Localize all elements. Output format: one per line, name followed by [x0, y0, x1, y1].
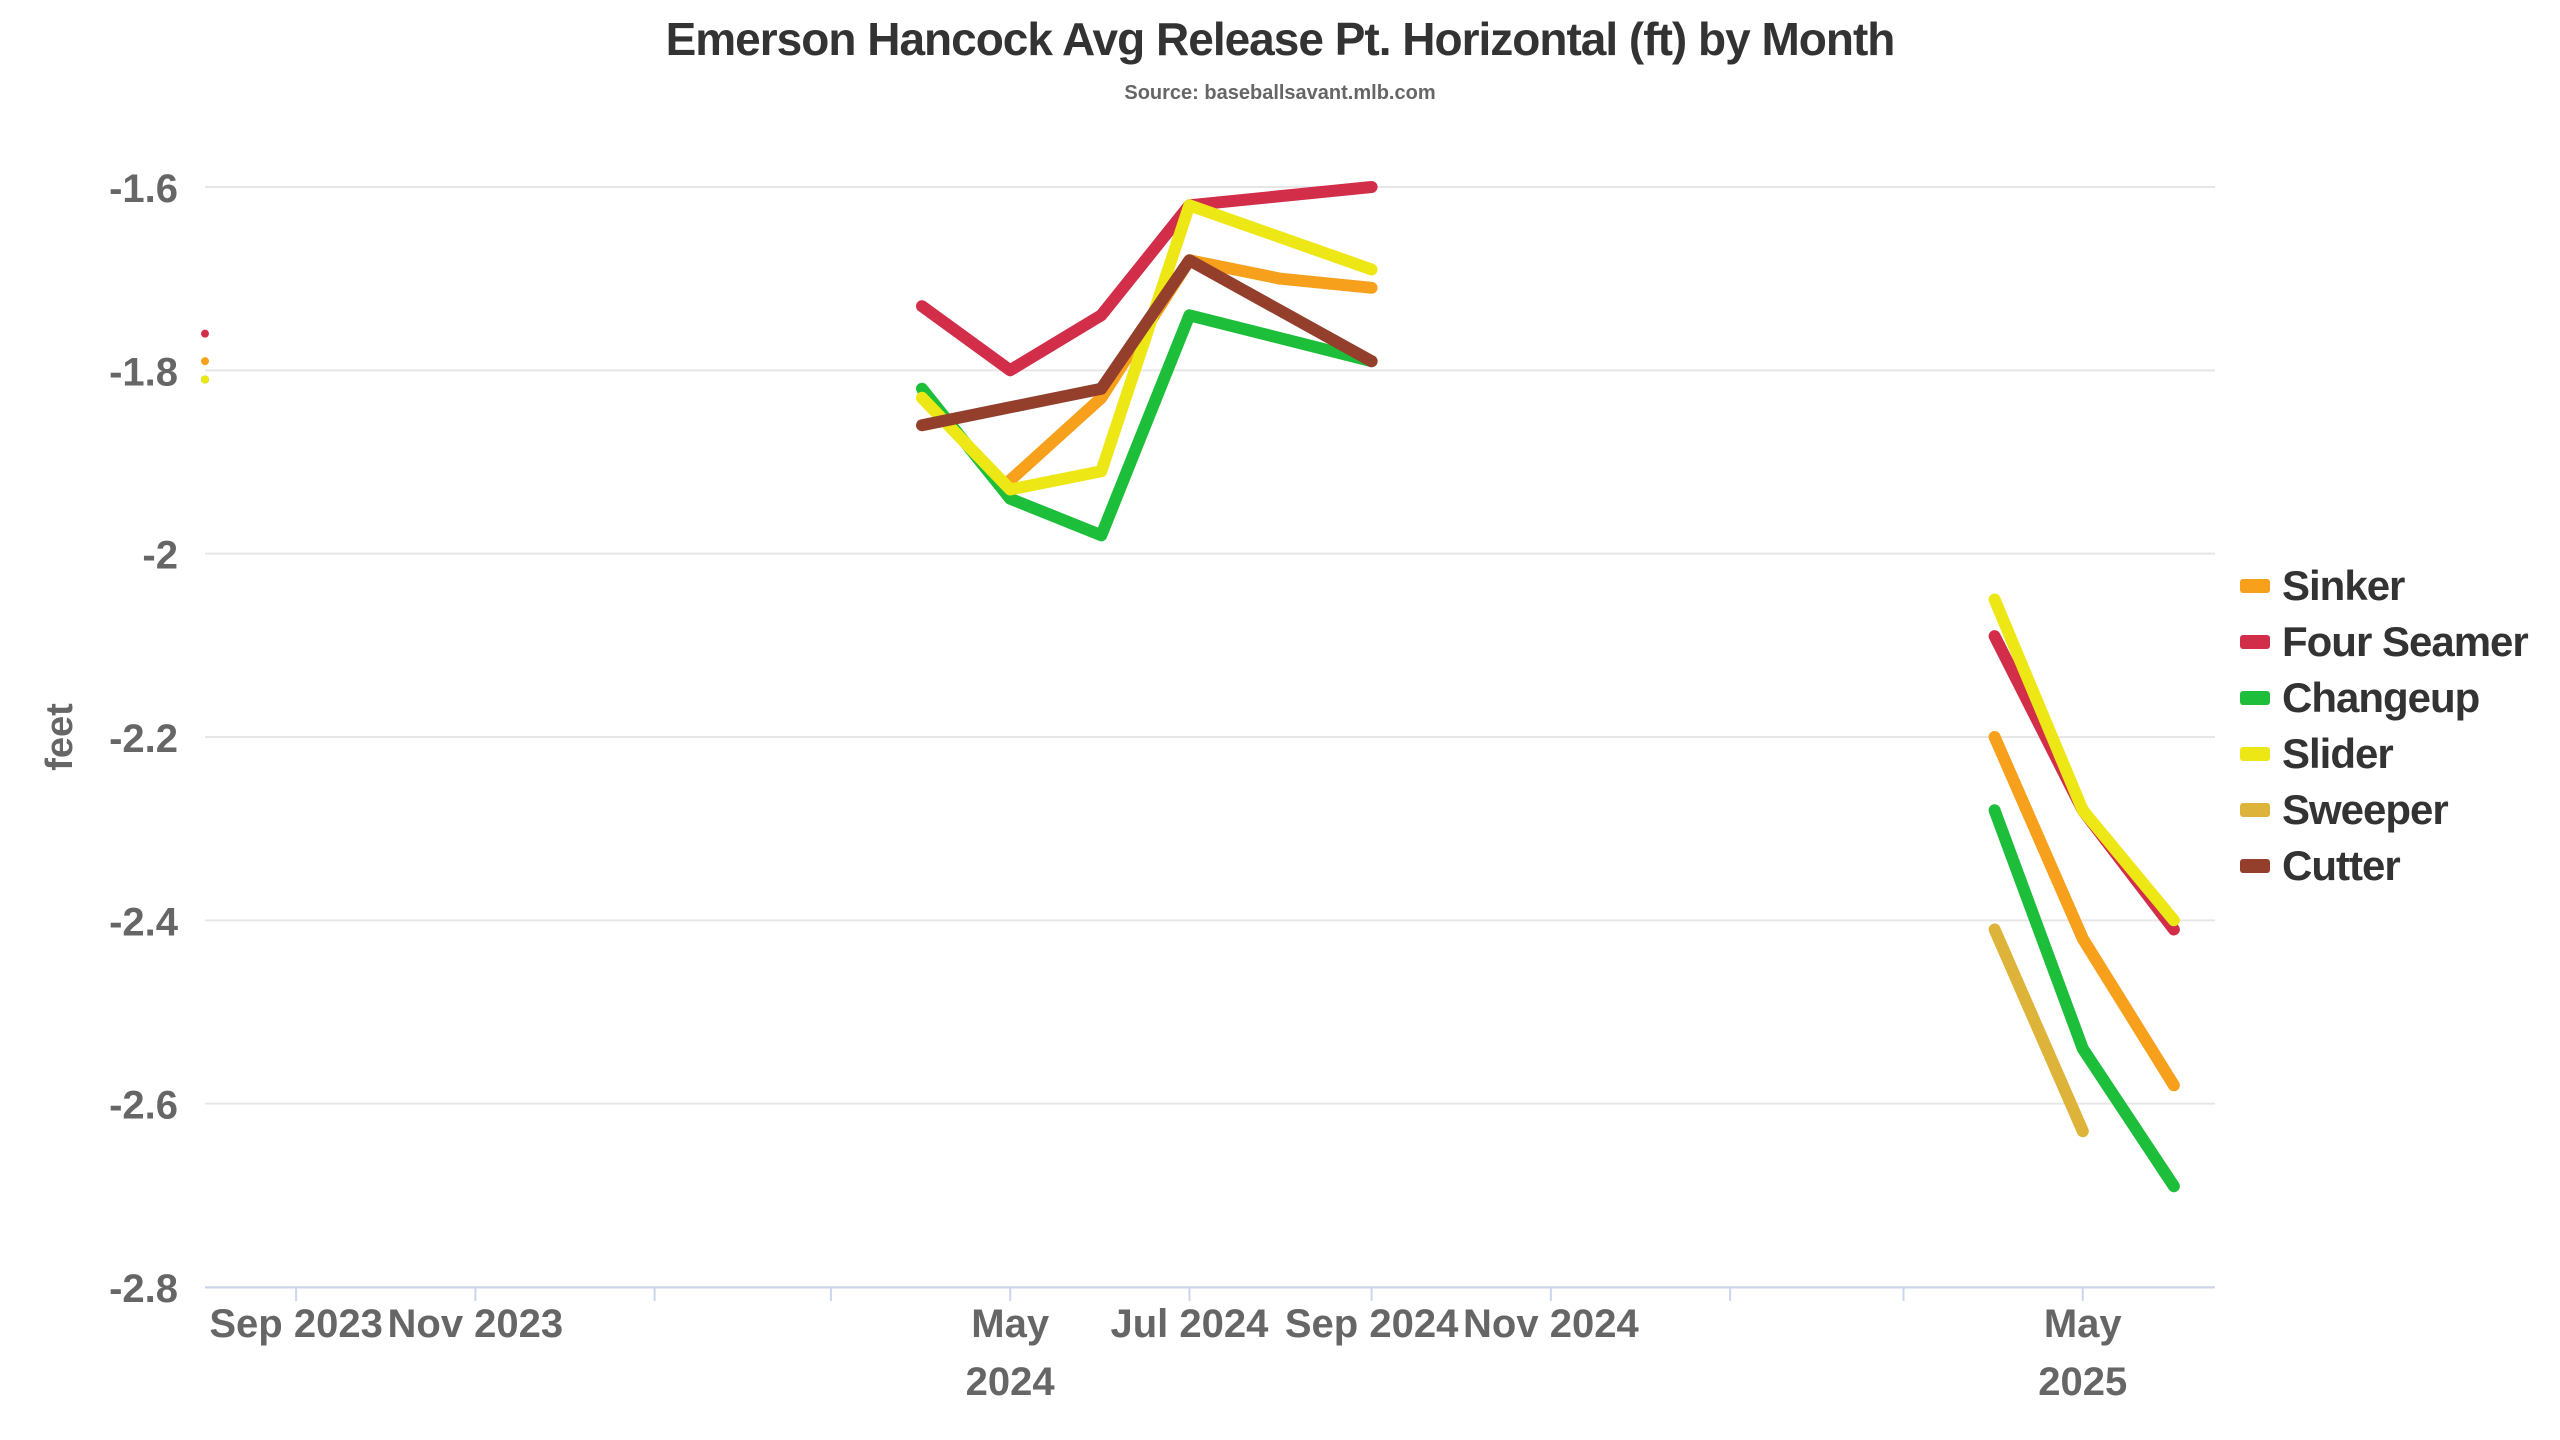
legend-item-sinker[interactable]: Sinker: [2240, 558, 2528, 614]
legend-label: Sinker: [2282, 562, 2405, 609]
four-seamer-line: [916, 181, 1378, 377]
y-tick-label: -2.4: [109, 900, 179, 944]
chart-subtitle: Source: baseballsavant.mlb.com: [1124, 82, 1436, 104]
legend-label: Slider: [2282, 730, 2394, 777]
y-tick-label: -1.6: [109, 167, 178, 211]
slider-line: [1988, 593, 2180, 927]
y-tick-label: -2: [142, 534, 178, 578]
legend-item-four-seamer[interactable]: Four Seamer: [2240, 614, 2529, 670]
legend-item-cutter[interactable]: Cutter: [2240, 838, 2528, 894]
chart-title: Emerson Hancock Avg Release Pt. Horizont…: [665, 13, 1896, 65]
legend-label: Four Seamer: [2282, 618, 2529, 665]
y-axis-title: feet: [39, 703, 81, 771]
legend-label: Cutter: [2282, 842, 2401, 889]
cutter-line: [916, 254, 1378, 432]
legend-label: Sweeper: [2282, 786, 2449, 833]
legend-swatch: [2240, 803, 2270, 817]
legend-item-changeup[interactable]: Changeup: [2240, 670, 2528, 726]
slider-line: [916, 199, 1378, 496]
legend-item-sweeper[interactable]: Sweeper: [2240, 782, 2528, 838]
legend-item-slider[interactable]: Slider: [2240, 726, 2528, 782]
legend: Sinker Four Seamer Changeup Slider Sweeper Cu…: [2240, 558, 2529, 894]
legend-swatch: [2240, 691, 2270, 705]
legend-label: Changeup: [2282, 674, 2480, 721]
x-tick-label: Sep 2024: [1285, 1302, 1459, 1346]
sweeper-line: [1988, 923, 2089, 1138]
x-tick-label: Jul 2024: [1110, 1302, 1269, 1346]
legend-swatch: [2240, 747, 2270, 761]
y-tick-label: -2.2: [109, 717, 178, 761]
x-tick-label: Nov 2023: [388, 1302, 564, 1346]
x-tick-label: May 2025: [2038, 1302, 2127, 1404]
slider-point: [201, 375, 209, 384]
series-lines: [201, 181, 2180, 1193]
x-tick-label: May 2024: [966, 1302, 1056, 1404]
changeup-line: [1988, 804, 2180, 1193]
sinker-line: [1988, 731, 2180, 1092]
gridlines: [205, 186, 2215, 1288]
four-seamer-point: [201, 329, 209, 338]
legend-swatch: [2240, 579, 2270, 593]
x-tick-label: Sep 2023: [209, 1302, 382, 1346]
y-tick-label: -2.6: [109, 1084, 178, 1128]
x-tick-label: Nov 2024: [1463, 1302, 1639, 1346]
legend-swatch: [2240, 635, 2270, 649]
y-tick-label: -2.8: [109, 1267, 178, 1311]
legend-swatch: [2240, 859, 2270, 873]
sinker-point: [201, 357, 209, 366]
y-tick-label: -1.8: [109, 350, 178, 394]
